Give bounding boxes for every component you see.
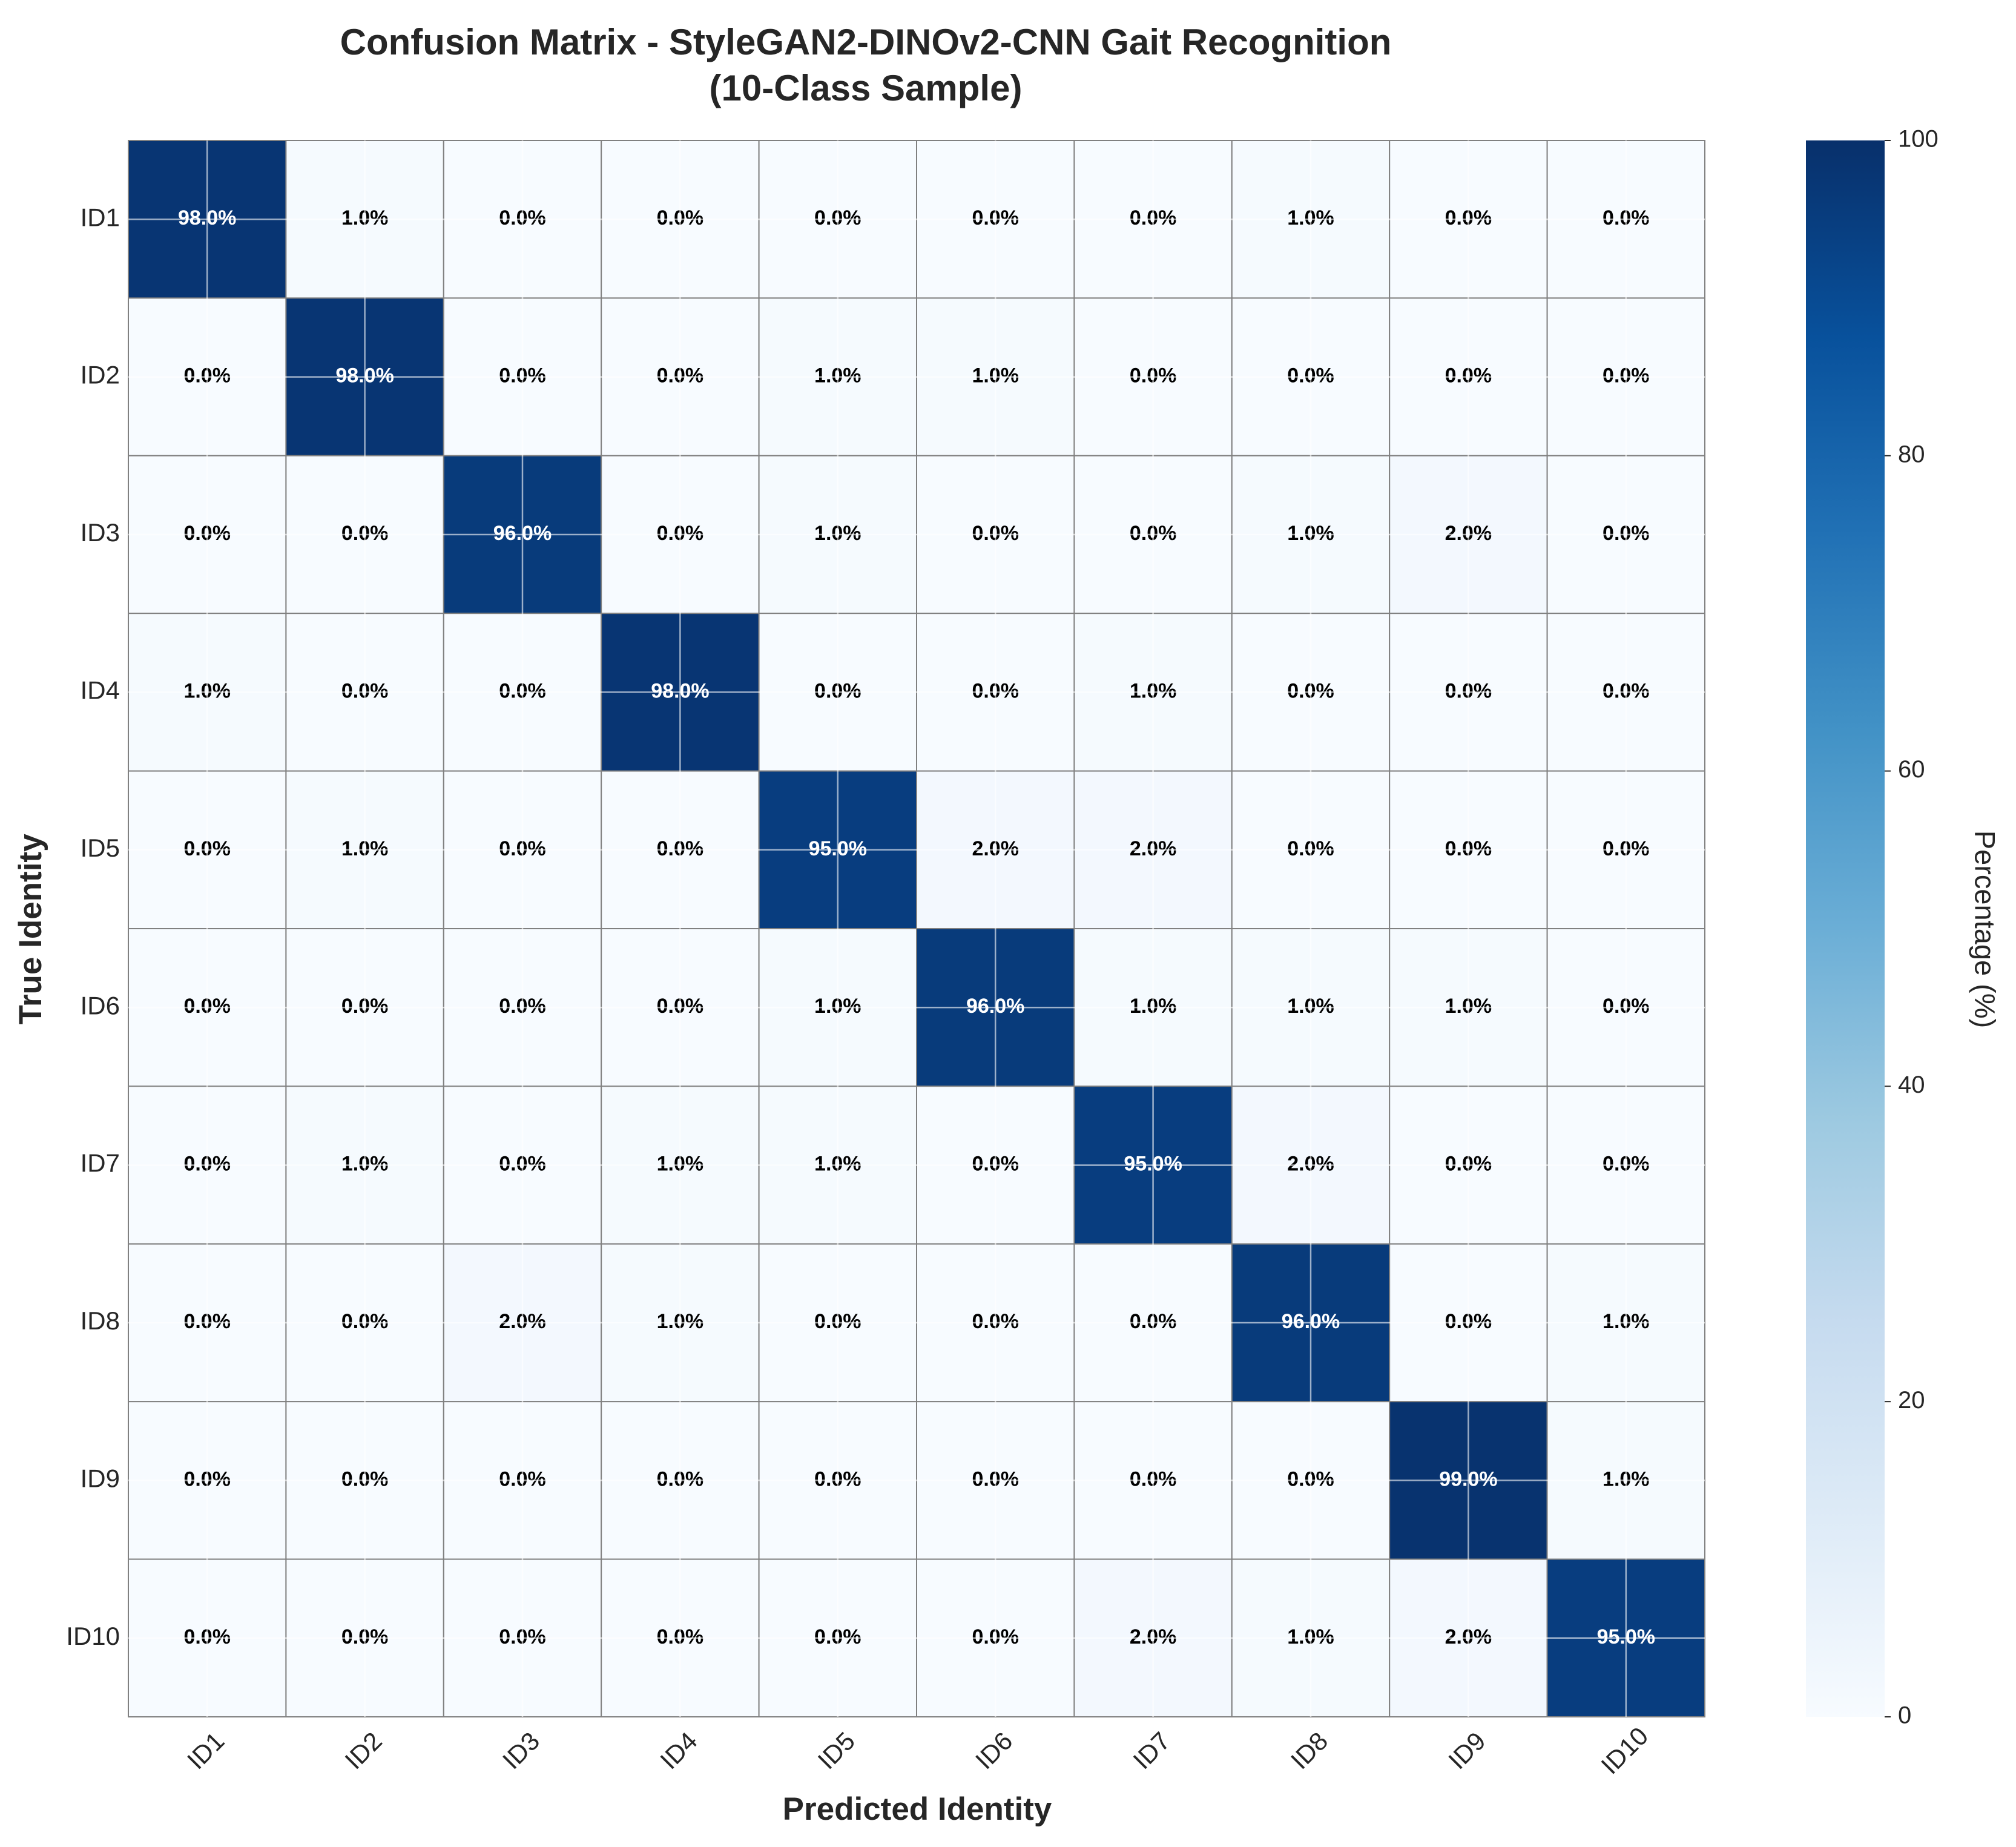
y-tick-label-id1: ID1: [81, 203, 120, 231]
colorbar-tick-label-0: 0: [1898, 1702, 1911, 1729]
y-tick-label-id8: ID8: [81, 1306, 120, 1335]
x-axis-tick-labels: ID1 ID2 ID3 ID4 ID5 ID6 ID7 ID8 ID9 ID10: [182, 1722, 1653, 1780]
chart-title-line-1: Confusion Matrix - StyleGAN2-DINOv2-CNN …: [340, 22, 1392, 62]
y-axis-tick-labels: ID1 ID2 ID3 ID4 ID5 ID6 ID7 ID8 ID9 ID10: [66, 203, 120, 1650]
x-tick-label-id10: ID10: [1595, 1722, 1653, 1780]
y-tick-label-id7: ID7: [81, 1149, 120, 1177]
x-tick-label-id3: ID3: [497, 1727, 545, 1774]
chart-title-line-2: (10-Class Sample): [710, 68, 1023, 108]
colorbar-label: Percentage (%): [1969, 831, 2001, 1029]
x-tick-label-id2: ID2: [339, 1727, 387, 1774]
x-tick-label-id4: ID4: [654, 1727, 702, 1774]
grid-lines: [128, 140, 1705, 1717]
x-tick-label-id9: ID9: [1443, 1727, 1491, 1774]
y-tick-label-id4: ID4: [81, 676, 120, 704]
y-tick-label-id6: ID6: [81, 991, 120, 1019]
x-tick-label-id5: ID5: [812, 1727, 860, 1774]
x-tick-label-id7: ID7: [1127, 1727, 1175, 1774]
x-axis-label: Predicted Identity: [783, 1791, 1052, 1827]
y-axis-label: True Identity: [13, 834, 48, 1025]
colorbar-tick-label-100: 100: [1898, 126, 1939, 153]
x-tick-label-id8: ID8: [1285, 1727, 1333, 1774]
colorbar-gradient: [1806, 140, 1885, 1717]
y-tick-label-id10: ID10: [66, 1622, 120, 1650]
y-tick-label-id3: ID3: [81, 518, 120, 547]
colorbar-ticks: 0 20 40 60 80 100: [1885, 126, 1939, 1729]
colorbar: 0 20 40 60 80 100 Percentage (%): [1806, 126, 2001, 1729]
y-tick-label-id5: ID5: [81, 834, 120, 862]
colorbar-tick-label-40: 40: [1898, 1072, 1925, 1098]
y-tick-label-id9: ID9: [81, 1464, 120, 1492]
colorbar-tick-label-60: 60: [1898, 756, 1925, 783]
x-tick-label-id1: ID1: [182, 1727, 229, 1774]
colorbar-tick-label-80: 80: [1898, 441, 1925, 467]
y-tick-label-id2: ID2: [81, 361, 120, 389]
chart-title: Confusion Matrix - StyleGAN2-DINOv2-CNN …: [340, 22, 1392, 108]
colorbar-tick-label-20: 20: [1898, 1387, 1925, 1414]
x-tick-label-id6: ID6: [970, 1727, 1018, 1774]
